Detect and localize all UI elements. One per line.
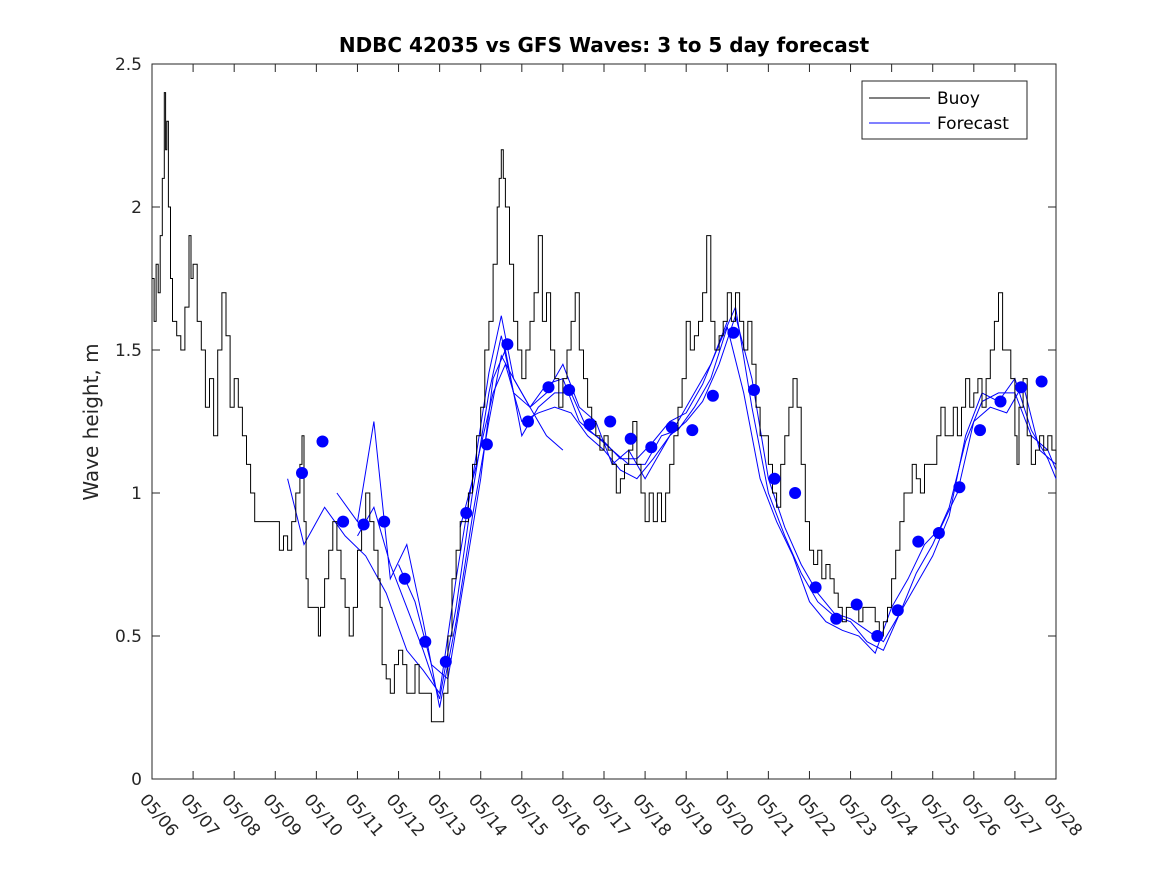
forecast-marker	[563, 384, 576, 396]
forecast-marker	[522, 415, 534, 428]
legend-forecast-label: Forecast	[937, 114, 1009, 134]
legend-buoy-label: Buoy	[937, 89, 980, 109]
forecast-marker	[953, 481, 966, 494]
y-tick-label: 0.5	[115, 627, 142, 647]
forecast-marker	[974, 424, 986, 437]
forecast-marker	[830, 612, 843, 625]
forecast-marker	[809, 581, 822, 594]
y-tick-label: 2.5	[115, 55, 142, 75]
forecast-marker	[296, 467, 308, 479]
forecast-line	[398, 305, 1057, 680]
forecast-marker	[706, 389, 719, 402]
forecast-marker	[439, 655, 452, 668]
y-tick-label: 2	[131, 198, 142, 218]
forecast-marker	[480, 438, 493, 451]
legend-box	[861, 80, 1028, 140]
forecast-marker	[789, 487, 802, 499]
legend: Buoy Forecast	[861, 80, 1028, 140]
chart-title: NDBC 42035 vs GFS Waves: 3 to 5 day fore…	[339, 33, 870, 57]
forecast-marker	[932, 527, 945, 539]
forecast-marker	[994, 395, 1007, 408]
forecast-marker	[891, 604, 904, 617]
forecast-marker	[583, 418, 596, 431]
buoy-line	[152, 92, 1057, 723]
y-axis-label: Wave height, m	[79, 343, 103, 500]
forecast-marker	[748, 384, 760, 396]
forecast-marker	[316, 435, 329, 448]
y-tick-label: 1	[131, 484, 142, 504]
forecast-marker	[871, 630, 884, 642]
forecast-marker	[768, 472, 781, 485]
forecast-marker	[542, 381, 555, 394]
forecast-marker	[624, 432, 637, 445]
forecast-markers	[296, 326, 1048, 668]
forecast-marker	[501, 338, 514, 351]
forecast-marker	[727, 326, 740, 339]
forecast-marker	[337, 515, 350, 528]
forecast-marker	[378, 515, 391, 528]
forecast-marker	[419, 635, 432, 648]
forecast-marker	[1035, 375, 1048, 388]
forecast-marker	[460, 507, 473, 519]
forecast-marker	[645, 441, 658, 454]
forecast-marker	[1015, 381, 1028, 394]
forecast-marker	[665, 421, 678, 434]
forecast-marker	[686, 424, 699, 437]
forecast-marker	[604, 415, 617, 428]
forecast-marker	[398, 572, 411, 585]
forecast-marker	[850, 598, 863, 611]
buoy-line-group	[152, 92, 1057, 723]
forecast-marker	[912, 535, 925, 548]
y-tick-label: 0	[131, 770, 142, 790]
forecast-marker	[357, 518, 370, 531]
y-tick-label: 1.5	[115, 341, 142, 361]
